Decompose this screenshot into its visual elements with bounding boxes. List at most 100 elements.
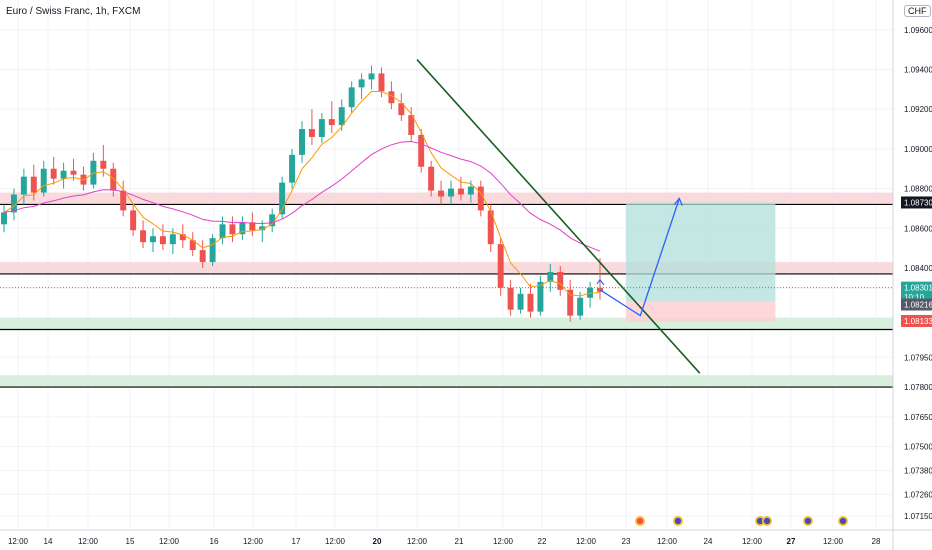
event-marker-core (756, 517, 764, 525)
x-tick-label: 12:00 (742, 537, 763, 546)
candle-body (428, 166, 435, 191)
candle-body (209, 238, 216, 263)
candle-body (229, 224, 236, 235)
price-badge-label: 1.08216 (904, 301, 932, 310)
candle-body (308, 129, 315, 137)
candle-body (130, 210, 137, 231)
y-tick-label: 1.08600 (904, 224, 932, 233)
candle-body (259, 226, 266, 231)
projection-arrow (599, 198, 680, 317)
candle-body (120, 190, 127, 211)
candle-body (249, 222, 256, 231)
candle-body (1, 212, 7, 225)
candle-body (40, 168, 47, 193)
candle-body (110, 168, 117, 191)
candle-body (418, 134, 425, 167)
candle-body (219, 224, 226, 239)
price-badge (901, 196, 932, 209)
x-tick-label: 16 (210, 537, 219, 546)
x-tick-label: 12:00 (407, 537, 428, 546)
candle-body (457, 188, 464, 195)
x-tick-label: 12:00 (8, 537, 29, 546)
zone-support-mid (0, 317, 893, 330)
x-tick-label: 12:00 (78, 537, 99, 546)
projection-arrowhead-small (596, 278, 605, 286)
candle-body (507, 287, 514, 310)
candle-body (269, 214, 276, 227)
zone-support-low (0, 375, 893, 388)
x-tick-label: 12:00 (243, 537, 264, 546)
x-tick-label: 21 (455, 537, 464, 546)
y-tick-label: 1.09000 (904, 145, 932, 154)
event-marker-core (839, 517, 847, 525)
x-tick-label: 15 (126, 537, 135, 546)
candle-body (100, 160, 107, 169)
candle-body (30, 176, 37, 193)
price-badge (901, 314, 932, 327)
candle-body (289, 154, 296, 183)
x-tick-label: 28 (872, 537, 881, 546)
chart-title: Euro / Swiss Franc, 1h, FXCM (6, 6, 141, 17)
projection-arrowhead (673, 197, 683, 206)
price-badge-label: 1.08133 (904, 317, 932, 326)
x-tick-label: 20 (373, 537, 382, 546)
x-tick-label: 12:00 (576, 537, 597, 546)
position-stop-zone (626, 301, 776, 322)
x-tick-label: 22 (538, 537, 547, 546)
candle-body (199, 250, 206, 263)
ema-fast-line (3, 91, 601, 297)
candle-body (60, 170, 67, 179)
candle-body (487, 210, 494, 245)
x-tick-label: 27 (787, 537, 796, 546)
position-target-zone (626, 202, 776, 302)
x-tick-label: 14 (44, 537, 53, 546)
candle-body (169, 234, 176, 245)
price-badge (901, 298, 932, 311)
candle-body (239, 222, 246, 235)
candle-body (517, 293, 524, 310)
x-tick-label: 12:00 (159, 537, 180, 546)
y-tick-label: 1.07260 (904, 490, 932, 499)
candle-body (318, 119, 325, 137)
candle-body (50, 168, 57, 179)
candle-body (150, 236, 156, 243)
candle-body (20, 176, 27, 195)
y-tick-label: 1.09400 (904, 65, 932, 74)
candle-body (398, 103, 405, 116)
y-tick-label: 1.07500 (904, 443, 932, 452)
candle-body (477, 186, 484, 211)
candle-body (378, 73, 385, 92)
candle-body (159, 236, 166, 245)
x-tick-label: 17 (292, 537, 301, 546)
candle-body (408, 115, 415, 135)
y-tick-label: 1.07650 (904, 413, 932, 422)
x-tick-label: 24 (704, 537, 713, 546)
price-badge-label: 10:10 (904, 293, 925, 302)
candle-body (70, 170, 77, 175)
candle-body (497, 244, 504, 288)
candle-body (328, 119, 335, 126)
candle-body (388, 91, 395, 104)
candle-body (537, 281, 544, 312)
candle-body (279, 182, 286, 215)
currency-selector[interactable]: CHF (904, 5, 931, 17)
candle-body (10, 194, 17, 213)
candle-body (567, 289, 574, 316)
ema-slow-line (3, 140, 601, 252)
candle-body (358, 79, 365, 88)
price-badge-label: 1.08730 (904, 198, 932, 207)
descending-trendline (416, 59, 701, 374)
price-badge (901, 281, 932, 294)
event-marker-core (763, 517, 771, 525)
x-tick-label: 12:00 (823, 537, 844, 546)
y-tick-label: 1.08400 (904, 264, 932, 273)
y-tick-label: 1.09600 (904, 26, 932, 35)
candle-body (547, 271, 554, 282)
zone-resistance-mid (0, 262, 893, 274)
candle-body (557, 271, 564, 290)
candle-body (179, 234, 186, 241)
candle-body (348, 87, 355, 108)
y-tick-label: 1.07150 (904, 512, 932, 521)
